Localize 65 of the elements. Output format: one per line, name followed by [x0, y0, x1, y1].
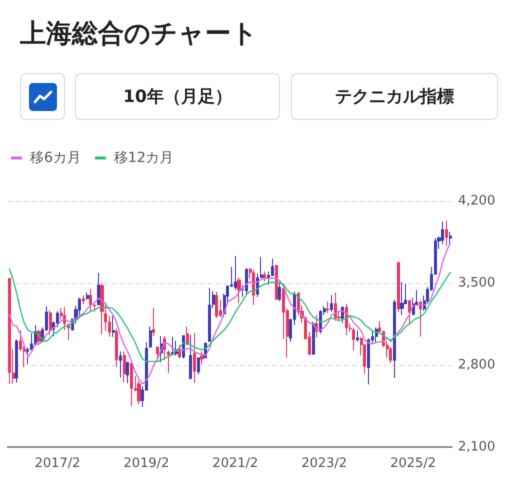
candlestick [397, 262, 400, 313]
line-series [8, 242, 451, 384]
y-tick-label: 3,500 [458, 276, 496, 290]
candlestick [326, 301, 329, 314]
candlestick [137, 380, 141, 405]
candlestick [193, 332, 196, 384]
candlestick [278, 280, 281, 302]
candlestick [115, 328, 118, 368]
candlestick [215, 291, 218, 318]
candlestick [408, 299, 411, 326]
candlestick [445, 220, 448, 246]
candlestick [312, 321, 315, 356]
candlestick [330, 294, 333, 312]
candlestick [152, 307, 155, 337]
candlestick [171, 336, 174, 356]
candlestick [119, 350, 122, 378]
candlestick [208, 287, 211, 342]
x-tick-label: 2023/2 [301, 456, 348, 471]
candlestick [149, 326, 152, 348]
line-series [8, 268, 451, 362]
candlestick [441, 221, 444, 245]
candlestick [123, 350, 126, 383]
candlestick [15, 338, 18, 384]
candlestick [86, 292, 89, 300]
candlestick [245, 268, 248, 295]
y-tick-label: 2,100 [458, 440, 496, 454]
candlestick [400, 281, 404, 316]
legend-label: 移12カ月 [114, 150, 174, 166]
x-tick-label: 2017/2 [34, 456, 80, 471]
candlestick [352, 327, 355, 351]
y-tick-label: 4,200 [458, 194, 496, 208]
candlestick [63, 306, 66, 330]
candlestick [449, 231, 452, 247]
chart-title: 上海総合のチャート [20, 18, 258, 50]
x-tick-label: 2025/2 [390, 456, 436, 471]
candlestick [49, 310, 52, 336]
candlestick [200, 350, 204, 365]
candlestick [130, 360, 133, 407]
candlestick [234, 255, 237, 290]
x-tick-label: 2021/2 [212, 456, 258, 471]
candlestick [237, 277, 241, 304]
candlestick [82, 295, 85, 305]
candlestick [89, 288, 92, 312]
candlestick [156, 346, 159, 362]
candlestick [263, 271, 266, 282]
candlestick [356, 330, 359, 342]
candlestick [167, 350, 170, 374]
candlestick [186, 326, 189, 346]
candlestick [112, 315, 115, 338]
candlestick [252, 269, 255, 306]
candlestick [197, 357, 200, 375]
legend-label: 移6カ月 [30, 150, 81, 166]
candlestick [126, 361, 129, 384]
candlestick [8, 278, 11, 384]
candlestick [97, 272, 100, 306]
candlestick [419, 300, 422, 338]
candlestick [393, 299, 396, 379]
candlestick [334, 292, 337, 322]
x-tick-label: 2019/2 [124, 456, 170, 471]
candlestick [189, 334, 192, 379]
candlestick [93, 304, 96, 312]
candlestick [275, 264, 278, 300]
chart-subtitle: 10年（月足） [75, 73, 280, 120]
text: テクニカル指標 [291, 73, 498, 120]
y-tick-label: 2,800 [458, 358, 496, 372]
